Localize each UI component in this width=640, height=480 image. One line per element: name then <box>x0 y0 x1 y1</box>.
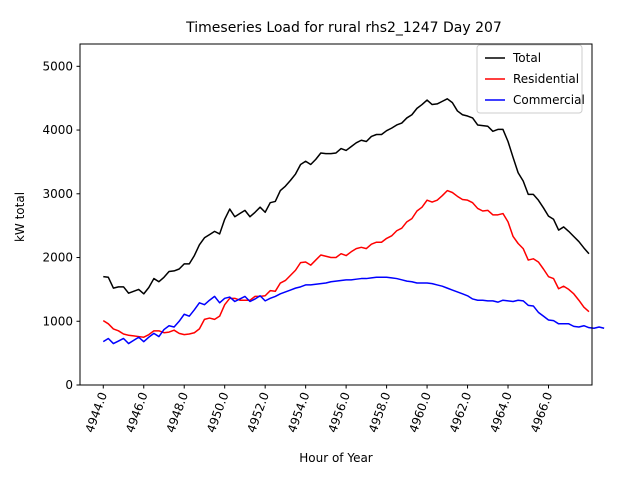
y-tick-label: 1000 <box>42 314 73 328</box>
legend-label-total: Total <box>512 51 541 65</box>
series-line-commercial <box>102 276 605 345</box>
series-layer <box>102 98 605 345</box>
legend-box <box>476 44 583 114</box>
y-tick-label: 5000 <box>42 59 73 73</box>
y-tick-label: 0 <box>65 378 73 392</box>
y-axis-label: kW total <box>13 192 27 242</box>
chart-title: Timeseries Load for rural rhs2_1247 Day … <box>185 20 502 36</box>
y-tick-label: 3000 <box>42 187 73 201</box>
legend-label-commercial: Commercial <box>513 93 585 107</box>
y-tick-label: 2000 <box>42 251 73 265</box>
series-line-total <box>103 98 590 295</box>
series-line-residential <box>102 189 590 338</box>
x-axis-label: Hour of Year <box>299 451 373 465</box>
legend: Total Residential Commercial <box>476 44 585 114</box>
plot-frame <box>79 43 593 386</box>
y-tick-label: 4000 <box>42 123 73 137</box>
legend-label-residential: Residential <box>513 72 579 86</box>
